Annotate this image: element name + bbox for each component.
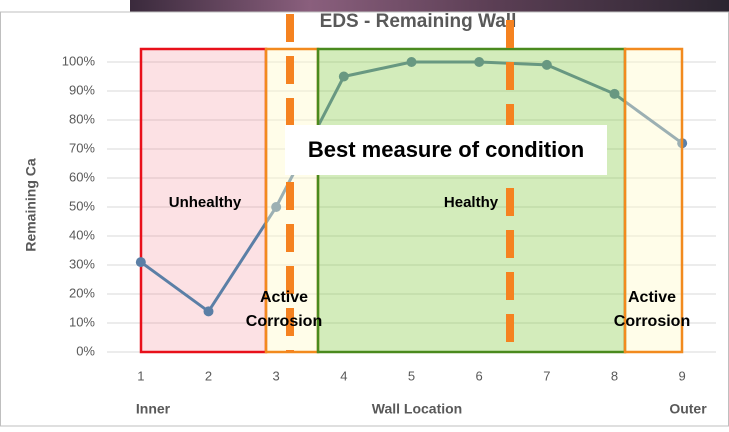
x-tick-label: 5 bbox=[408, 368, 415, 383]
x-axis-label: Wall Location bbox=[372, 401, 462, 417]
y-tick-label: 70% bbox=[69, 140, 95, 155]
y-tick-label: 40% bbox=[69, 227, 95, 242]
callout-text: Best measure of condition bbox=[308, 137, 584, 162]
x-tick-label: 3 bbox=[273, 368, 280, 383]
x-tick-label: 8 bbox=[611, 368, 618, 383]
region-label: Healthy bbox=[444, 194, 499, 211]
data-point bbox=[204, 306, 214, 316]
region-box bbox=[625, 49, 682, 352]
y-tick-label: 50% bbox=[69, 198, 95, 213]
chart: EDS - Remaining Wall Remaining Ca Wall L… bbox=[0, 0, 729, 427]
y-tick-label: 90% bbox=[69, 82, 95, 97]
y-axis-label: Remaining Ca bbox=[23, 158, 39, 252]
x-end-label: Outer bbox=[669, 401, 707, 417]
y-tick-label: 60% bbox=[69, 169, 95, 184]
y-tick-label: 30% bbox=[69, 256, 95, 271]
chart-title: EDS - Remaining Wall bbox=[320, 11, 517, 32]
x-tick-label: 6 bbox=[476, 368, 483, 383]
y-tick-label: 0% bbox=[76, 343, 95, 358]
y-tick-label: 10% bbox=[69, 314, 95, 329]
y-tick-label: 80% bbox=[69, 111, 95, 126]
x-tick-label: 2 bbox=[205, 368, 212, 383]
y-tick-label: 100% bbox=[62, 53, 96, 68]
data-point bbox=[136, 257, 146, 267]
x-tick-label: 4 bbox=[340, 368, 347, 383]
x-tick-label: 7 bbox=[543, 368, 550, 383]
x-end-label: Inner bbox=[136, 401, 171, 417]
x-tick-label: 9 bbox=[679, 368, 686, 383]
x-tick-label: 1 bbox=[137, 368, 144, 383]
region-label: Unhealthy bbox=[169, 194, 242, 211]
y-tick-label: 20% bbox=[69, 285, 95, 300]
